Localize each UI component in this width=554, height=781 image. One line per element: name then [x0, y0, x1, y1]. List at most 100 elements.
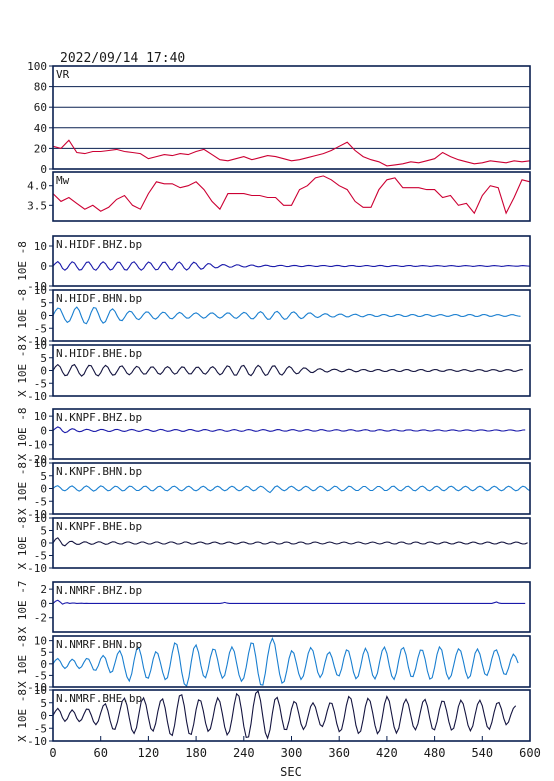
- panel-title: N.NMRF.BHN.bp: [56, 638, 142, 651]
- y-tick-label: 10: [34, 339, 47, 352]
- y-tick-label: 100: [27, 60, 47, 73]
- y-tick-label: -20: [27, 453, 47, 466]
- y-tick-label: 0: [40, 365, 47, 378]
- panel-frame: [52, 581, 531, 633]
- x-tick-label: 360: [328, 746, 350, 760]
- y-tick-label: 0: [40, 483, 47, 496]
- y-tick-label: -10: [27, 681, 47, 694]
- y-tick-label: 5: [40, 352, 47, 365]
- series-line: [52, 363, 523, 377]
- y-tick-label: -5: [34, 495, 47, 508]
- y-axis-unit-label: 10E -8: [16, 241, 29, 281]
- y-tick-label: 80: [34, 81, 47, 94]
- panel-title: N.KNPF.BHN.bp: [56, 465, 142, 478]
- x-tick-label: 120: [138, 746, 160, 760]
- y-tick-label: 0: [40, 597, 47, 610]
- panel-title: N.HIDF.BHN.bp: [56, 292, 142, 305]
- panel-frame: [52, 65, 531, 170]
- y-tick-label: 10: [34, 635, 47, 648]
- y-tick-label: -10: [27, 280, 47, 293]
- y-tick-label: 10: [34, 410, 47, 423]
- y-axis-unit-label: X 10E -8: [16, 689, 29, 742]
- y-tick-label: 4.0: [27, 180, 47, 193]
- y-tick-label: 0: [40, 710, 47, 723]
- panel-nmrf-bhz: -2 02 N.NMRF.BHZ.bp X 10E -7: [16, 581, 531, 634]
- y-tick-label: 10: [34, 240, 47, 253]
- y-tick-label: -10: [27, 562, 47, 575]
- y-tick-label: 10: [34, 512, 47, 525]
- panel-vr: 0 20 40 60 80 100 VR: [27, 60, 531, 176]
- x-tick-label: 480: [424, 746, 446, 760]
- series-line: [52, 636, 519, 688]
- panel-frame: [52, 635, 531, 688]
- y-tick-label: 20: [34, 142, 47, 155]
- y-tick-label: 5: [40, 697, 47, 710]
- x-tick-label: 420: [376, 746, 398, 760]
- y-tick-label: 3.5: [27, 199, 47, 212]
- y-tick-label: -10: [27, 508, 47, 521]
- y-axis-unit-label: X 10E -8: [16, 408, 29, 461]
- x-tick-label: 60: [93, 746, 107, 760]
- y-tick-label: -5: [34, 322, 47, 335]
- header-timestamp: 2022/09/14 17:40: [60, 51, 185, 66]
- panel-title: N.HIDF.BHZ.bp: [56, 238, 142, 251]
- series-line: [52, 689, 517, 740]
- series-line: [52, 260, 531, 271]
- series-line: [52, 139, 531, 167]
- x-tick-label: 180: [185, 746, 207, 760]
- panel-hidf-bhz: -10 0 10 N.HIDF.BHZ.bp 10E -8: [16, 235, 531, 293]
- y-tick-label: 0: [40, 424, 47, 437]
- y-axis-unit-label: X 10E -8: [16, 517, 29, 570]
- x-axis: 0 60 120 180 240 300 360 420 480 540 600: [49, 736, 541, 760]
- y-tick-label: -5: [34, 669, 47, 682]
- panel-title: VR: [56, 68, 70, 81]
- y-tick-label: 2: [40, 583, 47, 596]
- y-tick-label: 0: [40, 260, 47, 273]
- x-tick-label: 240: [233, 746, 255, 760]
- y-axis-unit-label: X 10E -7: [16, 581, 29, 634]
- y-tick-label: 40: [34, 122, 47, 135]
- y-tick-label: 0: [40, 310, 47, 323]
- y-tick-label: 0: [40, 537, 47, 550]
- panel-title: Mw: [56, 174, 70, 187]
- y-axis-unit-label: X 10E -8: [16, 462, 29, 515]
- panel-title: N.NMRF.BHZ.bp: [56, 584, 142, 597]
- y-tick-label: -5: [34, 377, 47, 390]
- y-tick-label: 10: [34, 457, 47, 470]
- y-tick-label: 0: [40, 658, 47, 671]
- x-tick-label: 540: [471, 746, 493, 760]
- panel-title: N.KNPF.BHZ.bp: [56, 411, 142, 424]
- y-tick-label: 5: [40, 297, 47, 310]
- series-line: [52, 537, 528, 547]
- panel-title: N.NMRF.BHE.bp: [56, 692, 142, 705]
- y-tick-label: 10: [34, 284, 47, 297]
- series-line: [52, 599, 526, 605]
- panel-knpf-bhz: -20-10 010 N.KNPF.BHZ.bp X 10E -8: [16, 408, 531, 466]
- y-tick-label: 10: [34, 684, 47, 697]
- y-tick-label: -10: [27, 735, 47, 748]
- y-tick-label: -10: [27, 439, 47, 452]
- series-line: [52, 485, 531, 494]
- panel-frame: [52, 235, 531, 287]
- y-tick-label: -2: [34, 612, 47, 625]
- panel-mw: 3.5 4.0 Mw: [27, 171, 531, 222]
- y-tick-label: 5: [40, 646, 47, 659]
- panel-frame: [52, 171, 531, 222]
- y-tick-label: -5: [34, 722, 47, 735]
- y-axis-unit-label: X 10E -8: [16, 635, 29, 688]
- y-tick-label: 5: [40, 525, 47, 538]
- x-tick-label: 600: [519, 746, 541, 760]
- y-axis-unit-label: X 10E -8: [16, 289, 29, 342]
- series-line: [52, 306, 521, 325]
- panel-frame: [52, 408, 531, 460]
- y-tick-label: 5: [40, 470, 47, 483]
- panel-title: N.HIDF.BHE.bp: [56, 347, 142, 360]
